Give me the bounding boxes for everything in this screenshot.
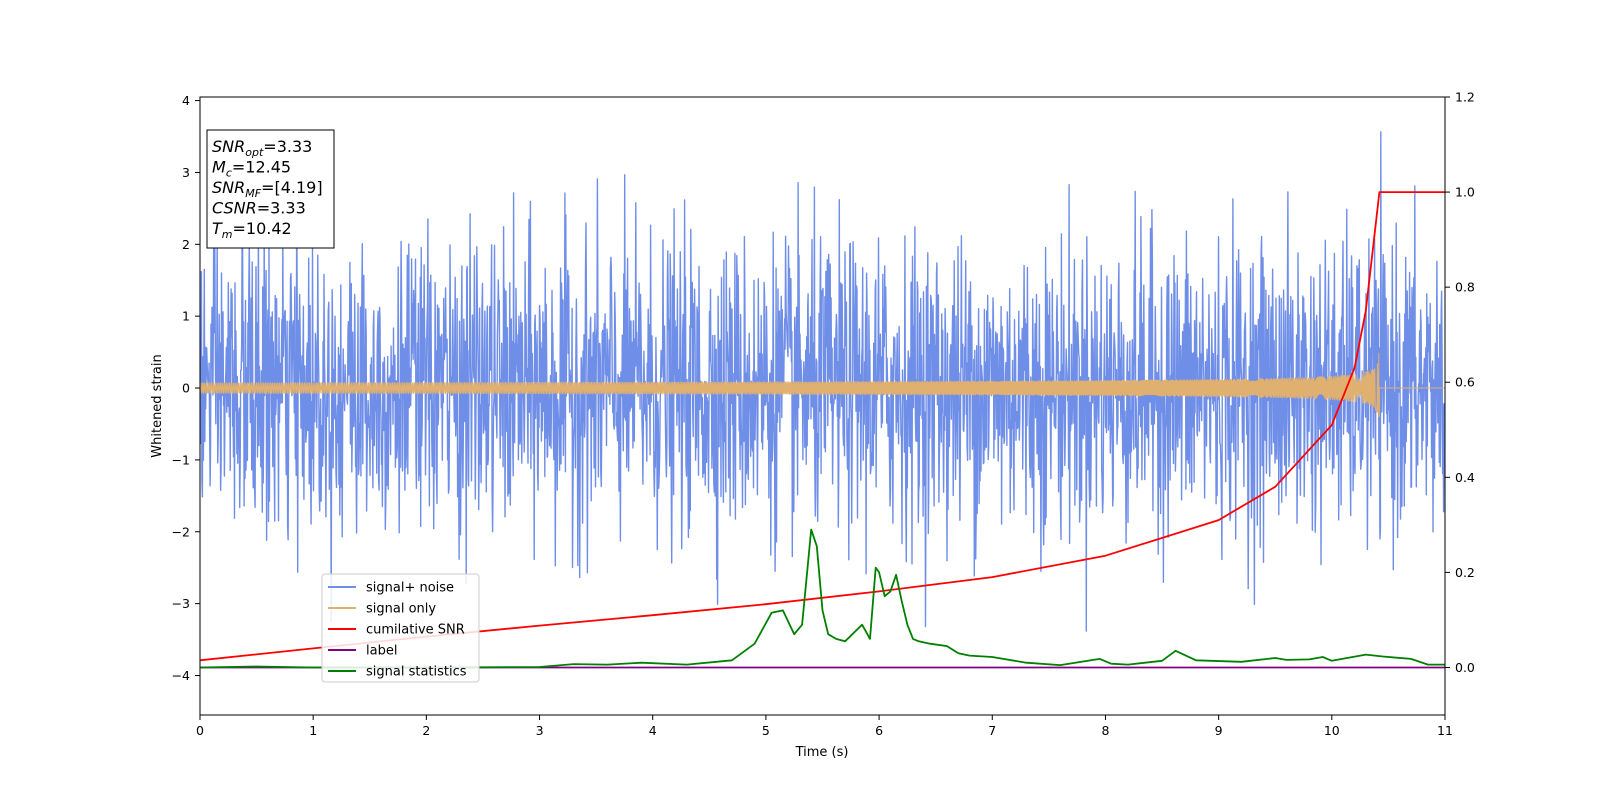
y-right-tick-label: 0.8 [1455,280,1475,295]
x-tick-label: 0 [196,723,204,738]
y-left-tick-label: −1 [172,452,190,467]
y-left-tick-label: 4 [182,93,190,108]
legend-label-label: label [366,644,397,659]
y-left-tick-label: 3 [182,165,190,180]
y-right-tick-label: 0.6 [1455,375,1475,390]
info-value: =3.33 [257,199,306,218]
x-tick-label: 8 [1101,723,1109,738]
legend-label-signal-only: signal only [366,602,436,617]
y-left-tick-label: 0 [182,381,190,396]
y-left-tick-label: −2 [172,524,190,539]
x-tick-label: 6 [875,723,883,738]
legend-label-cumilative-snr: cumilative SNR [366,623,465,638]
info-box-line: CSNR=3.33 [212,199,306,218]
x-tick-label: 10 [1324,723,1340,738]
info-box-line: SNRMF=[4.19] [212,178,323,200]
y-left-tick-label: 1 [182,309,190,324]
y-right-tick-label: 0.0 [1455,660,1475,675]
y-right-tick-label: 1.0 [1455,185,1475,200]
y-left-tick-label: −4 [172,668,190,683]
info-value: =[4.19] [261,178,323,197]
info-subscript: MF [245,187,261,200]
x-tick-label: 7 [988,723,996,738]
info-box-line: Tm=10.42 [212,219,292,241]
legend-frame [321,573,480,683]
y-left-tick-label: 2 [182,237,190,252]
y-right-tick-label: 1.2 [1455,90,1475,105]
info-symbol: CSNR [212,199,257,218]
info-value: =3.33 [263,137,312,156]
legend: signal+ noise signal only cumilative SNR la… [321,573,480,683]
series-line-cumilative-snr [200,191,1445,662]
series-line-signal-only [200,352,1445,418]
x-axis-label: Time (s) [795,745,849,760]
info-box: SNRopt=3.33Mc=12.45SNRMF=[4.19]CSNR=3.33… [206,129,335,249]
info-symbol: SNR [212,178,245,197]
x-tick-label: 4 [649,723,657,738]
info-subscript: opt [245,146,264,159]
x-tick-label: 2 [422,723,430,738]
info-symbol: SNR [212,137,245,156]
info-box-line: SNRopt=3.33 [212,137,312,159]
series-line-signal-statistics [200,528,1445,669]
y-right-tick-label: 0.4 [1455,470,1475,485]
legend-label-signal-statistics: signal statistics [366,665,467,680]
info-subscript: c [226,167,232,180]
info-symbol: T [212,219,223,238]
y-left-tick-label: −3 [172,596,190,611]
y-axis-label: Whitened strain [150,354,165,457]
x-tick-label: 5 [762,723,770,738]
x-tick-label: 1 [309,723,317,738]
info-box-line: Mc=12.45 [212,158,291,180]
series-line-signal-noise [200,131,1445,632]
x-tick-label: 11 [1437,723,1453,738]
info-value: =12.45 [232,158,291,177]
info-subscript: m [222,228,233,241]
info-box-frame [206,129,335,249]
y-right-tick-label: 0.2 [1455,565,1475,580]
plot-frame [199,96,1446,716]
info-value: =10.42 [233,219,292,238]
info-symbol: M [212,158,226,177]
x-tick-label: 3 [536,723,544,738]
legend-label-signal-noise: signal+ noise [366,581,454,596]
x-tick-label: 9 [1215,723,1223,738]
